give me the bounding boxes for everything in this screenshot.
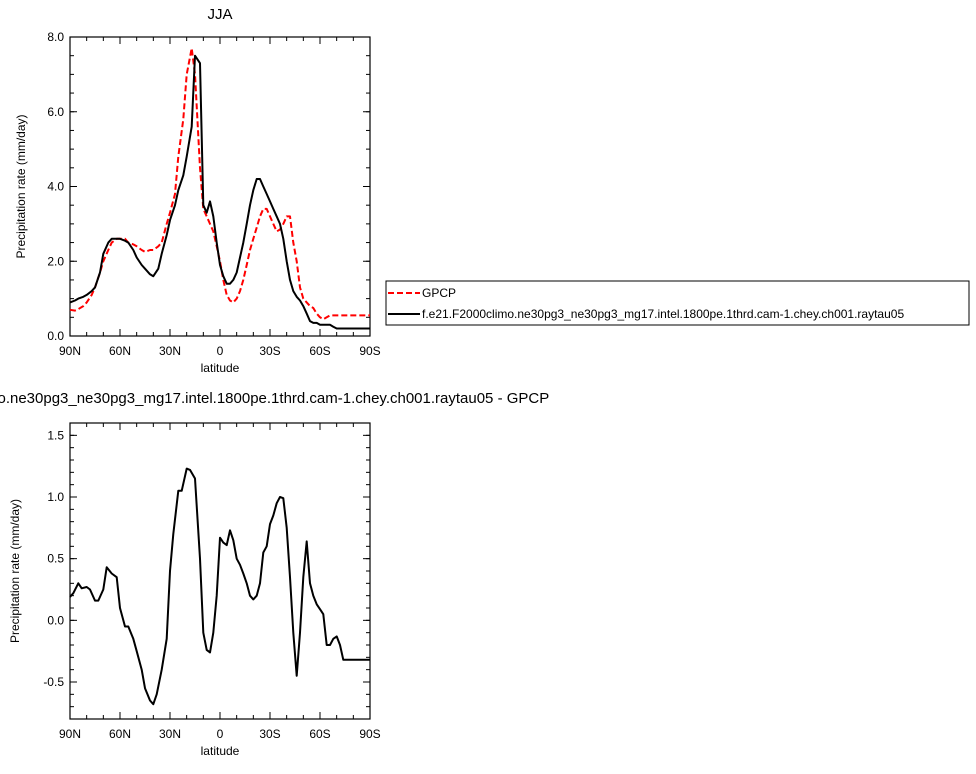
y-tick-label-0-0: 0.0 — [47, 329, 64, 343]
y-tick-label-1-3: 1.0 — [47, 490, 64, 504]
x-tick-label-0-2: 30N — [159, 344, 181, 358]
plot-frame-1 — [69, 422, 371, 720]
x-tick-label-1-3: 0 — [217, 727, 224, 741]
series-line-0-0 — [69, 47, 370, 321]
y-tick-label-0-4: 8.0 — [47, 30, 64, 44]
x-tick-label-1-2: 30N — [159, 727, 181, 741]
y-tick-label-1-4: 1.5 — [47, 428, 64, 442]
y-tick-label-1-1: 0.0 — [47, 613, 64, 627]
y-axis-label-0: Precipitation rate (mm/day) — [14, 114, 28, 258]
y-axis-label-1: Precipitation rate (mm/day) — [8, 499, 22, 643]
legend-label-0: GPCP — [422, 286, 456, 300]
x-tick-label-1-0: 90N — [59, 727, 81, 741]
series-line-0-1 — [69, 54, 370, 330]
x-axis-label-1: latitude — [201, 744, 240, 758]
y-tick-label-1-0: -0.5 — [43, 675, 64, 689]
x-tick-label-1-4: 30S — [259, 727, 280, 741]
chart-title-0: JJA — [207, 6, 232, 23]
y-tick-label-0-1: 2.0 — [47, 254, 64, 268]
x-tick-label-0-0: 90N — [59, 344, 81, 358]
x-tick-label-0-1: 60N — [109, 344, 131, 358]
x-tick-label-0-4: 30S — [259, 344, 280, 358]
plot-frame-0 — [69, 36, 371, 337]
series-line-1-0 — [69, 467, 370, 706]
y-tick-label-0-2: 4.0 — [47, 180, 64, 194]
x-tick-label-0-3: 0 — [217, 344, 224, 358]
x-tick-label-0-6: 90S — [359, 344, 380, 358]
x-tick-label-0-5: 60S — [309, 344, 330, 358]
y-tick-label-1-2: 0.5 — [47, 552, 64, 566]
x-axis-label-0: latitude — [201, 361, 240, 375]
x-tick-label-1-5: 60S — [309, 727, 330, 741]
x-tick-label-1-1: 60N — [109, 727, 131, 741]
y-tick-label-0-3: 6.0 — [47, 105, 64, 119]
chart-title-1: f.e21.F2000climo.ne30pg3_ne30pg3_mg17.in… — [0, 390, 549, 407]
legend-label-1: f.e21.F2000climo.ne30pg3_ne30pg3_mg17.in… — [422, 307, 904, 321]
x-tick-label-1-6: 90S — [359, 727, 380, 741]
legend-box — [385, 280, 970, 326]
